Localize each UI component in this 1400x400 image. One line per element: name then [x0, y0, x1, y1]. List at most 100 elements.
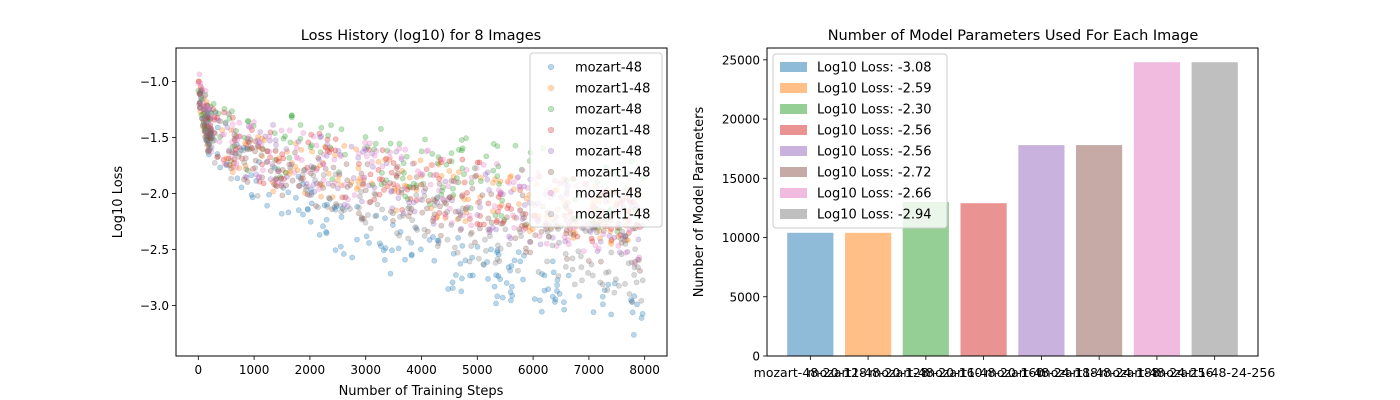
scatter-point — [205, 148, 211, 155]
scatter-point — [366, 140, 373, 147]
scatter-point — [395, 195, 402, 201]
scatter-point — [376, 240, 383, 247]
scatter-point — [417, 246, 424, 253]
scatter-point — [510, 186, 517, 193]
scatter-point — [580, 248, 587, 254]
legend-marker — [547, 63, 555, 71]
scatter-point — [477, 194, 483, 201]
scatter-point — [462, 218, 469, 225]
scatter-point — [339, 205, 346, 212]
scatter-point — [394, 163, 401, 170]
scatter-point — [600, 227, 607, 234]
scatter-point — [206, 134, 213, 141]
scatter-point — [431, 211, 438, 218]
scatter-point — [442, 178, 449, 185]
x-tick-label: mozart-48-24-256 — [1100, 365, 1213, 380]
scatter-point — [518, 166, 525, 173]
scatter-point — [200, 95, 207, 101]
scatter-point — [271, 181, 278, 188]
scatter-point — [341, 182, 348, 189]
scatter-point — [226, 162, 233, 169]
scatter-point — [417, 170, 424, 177]
params-x-axis: mozart-48-20-128mozart1-48-20-128mozart-… — [754, 356, 1275, 380]
legend-marker — [547, 105, 555, 113]
scatter-point — [599, 281, 606, 288]
scatter-point — [480, 221, 487, 228]
scatter-point — [230, 164, 236, 171]
scatter-point — [321, 202, 328, 209]
scatter-point — [628, 297, 634, 303]
scatter-point — [304, 205, 311, 212]
scatter-point — [441, 199, 448, 206]
scatter-point — [459, 165, 466, 172]
scatter-point — [434, 199, 441, 206]
scatter-point — [546, 233, 552, 240]
params-legend: Log10 Loss: -3.08 Log10 Loss: -2.59 Log10 … — [772, 53, 948, 229]
scatter-point — [384, 183, 390, 190]
scatter-point — [600, 231, 607, 238]
scatter-point — [399, 175, 406, 182]
scatter-point — [476, 198, 483, 205]
scatter-point — [247, 136, 254, 143]
scatter-point — [324, 204, 331, 210]
scatter-point — [449, 197, 455, 204]
scatter-point — [205, 151, 212, 158]
scatter-point — [286, 127, 293, 134]
scatter-point — [638, 297, 645, 304]
scatter-point — [506, 233, 512, 240]
scatter-point — [196, 71, 203, 78]
scatter-point — [363, 153, 370, 160]
scatter-point — [204, 114, 211, 121]
scatter-point — [458, 275, 465, 282]
scatter-point — [323, 228, 329, 235]
scatter-point — [520, 226, 527, 233]
scatter-point — [622, 249, 629, 256]
scatter-point — [214, 115, 221, 121]
scatter-point — [426, 200, 433, 207]
scatter-point — [295, 207, 302, 214]
scatter-point — [289, 177, 296, 184]
scatter-point — [413, 192, 420, 199]
scatter-point — [485, 226, 491, 233]
scatter-point — [201, 128, 208, 135]
scatter-point — [253, 177, 260, 184]
scatter-point — [279, 151, 286, 157]
scatter-point — [232, 150, 239, 157]
scatter-point — [455, 169, 462, 175]
scatter-point — [208, 127, 215, 134]
scatter-point — [369, 163, 376, 170]
scatter-point — [608, 236, 615, 243]
scatter-point — [413, 225, 420, 232]
scatter-point — [242, 140, 249, 146]
scatter-point — [495, 251, 502, 258]
scatter-point — [634, 301, 640, 308]
scatter-point — [556, 239, 562, 246]
scatter-point — [538, 308, 545, 315]
scatter-point — [301, 166, 308, 173]
scatter-point — [493, 219, 500, 225]
scatter-point — [608, 311, 615, 318]
scatter-point — [508, 206, 514, 212]
scatter-point — [204, 124, 211, 131]
scatter-point — [229, 121, 236, 127]
scatter-point — [278, 175, 284, 182]
scatter-point — [429, 150, 436, 157]
scatter-point — [215, 117, 222, 124]
scatter-point — [510, 179, 517, 186]
param-bar — [1133, 62, 1180, 356]
scatter-point — [288, 161, 295, 168]
legend-label: Log10 Loss: -2.56 — [817, 145, 932, 160]
scatter-point — [448, 177, 455, 184]
legend-label: Log10 Loss: -2.59 — [817, 82, 932, 97]
scatter-point — [526, 228, 533, 234]
scatter-point — [466, 212, 473, 219]
scatter-point — [283, 146, 290, 153]
scatter-point — [336, 171, 343, 177]
scatter-point — [631, 293, 638, 300]
param-bar — [787, 232, 834, 356]
scatter-point — [446, 158, 453, 165]
scatter-point — [269, 163, 276, 170]
y-tick-label: 15000 — [722, 172, 760, 186]
scatter-point — [585, 269, 591, 276]
scatter-point — [571, 281, 578, 288]
